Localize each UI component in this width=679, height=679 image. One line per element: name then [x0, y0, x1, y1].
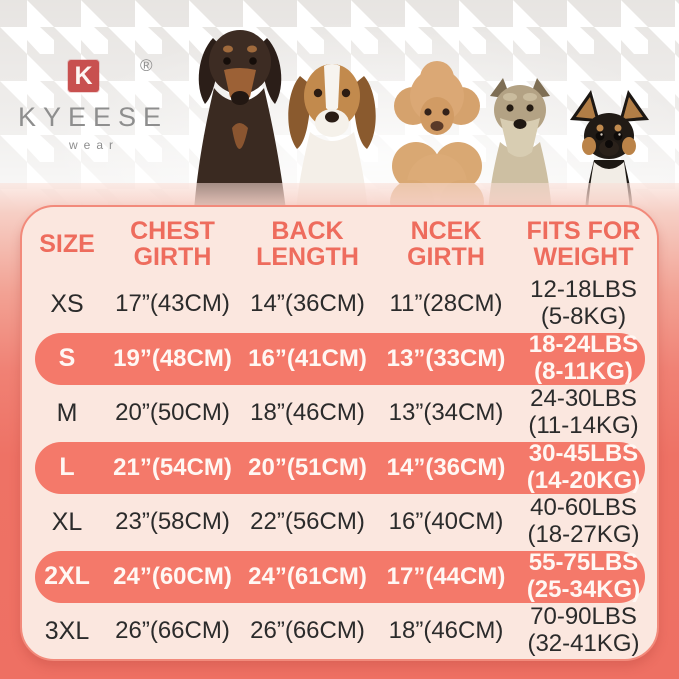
size-value: XL — [51, 507, 83, 536]
chest-girth-value: 20”(50CM) — [115, 399, 230, 427]
table-header-row: SIZE CHEST GIRTH BACK LENGTH NCEK GIRTH … — [22, 211, 657, 277]
weight-value: 30-45LBS (14-20KG) — [510, 439, 657, 495]
weight-value: 40-60LBS (18-27KG) — [510, 494, 657, 549]
doberman-dog-illustration — [194, 30, 286, 210]
table-row-3xl: 3XL 26”(66CM) 26”(66CM) 18”(46CM) 70-90L… — [22, 603, 657, 659]
chest-girth-value: 26”(66CM) — [115, 617, 230, 645]
registered-trademark-icon: ® — [140, 56, 153, 75]
table-row-xs: XS 17”(43CM) 14”(36CM) 11”(28CM) 12-18LB… — [22, 276, 657, 332]
size-chart-card: SIZE CHEST GIRTH BACK LENGTH NCEK GIRTH … — [20, 205, 659, 661]
weight-value: 70-90LBS (32-41KG) — [510, 603, 657, 658]
weight-lbs: 40-60LBS — [530, 494, 637, 522]
size-value: 3XL — [44, 616, 90, 645]
chest-girth-value: 21”(54CM) — [113, 453, 232, 481]
weight-kg: (25-34KG) — [526, 575, 641, 603]
weight-value: 24-30LBS (11-14KG) — [510, 385, 657, 440]
table-row-l: L 21”(54CM) 20”(51CM) 14”(36CM) 30-45LBS… — [22, 439, 657, 496]
table-row-s: S 19”(48CM) 16”(41CM) 13”(33CM) 18-24LBS… — [22, 330, 657, 387]
weight-value: 12-18LBS (5-8KG) — [510, 276, 657, 331]
chest-girth-value: 17”(43CM) — [115, 290, 230, 318]
weight-kg: (8-11KG) — [534, 357, 633, 385]
header-banner: K ® KYEESE wear — [0, 0, 679, 212]
back-length-value: 18”(46CM) — [250, 399, 365, 427]
weight-kg: (11-14KG) — [528, 412, 639, 440]
table-row-m: M 20”(50CM) 18”(46CM) 13”(34CM) 24-30LBS… — [22, 385, 657, 441]
neck-girth-value: 11”(28CM) — [389, 290, 503, 318]
table-row-xl: XL 23”(58CM) 22”(56CM) 16”(40CM) 40-60LB… — [22, 494, 657, 550]
chest-girth-value: 24”(60CM) — [113, 562, 232, 590]
header-neck-girth: NCEK GIRTH — [407, 217, 485, 271]
size-value: 2XL — [44, 562, 90, 591]
neck-girth-value: 14”(36CM) — [386, 453, 506, 481]
back-length-value: 26”(66CM) — [250, 617, 365, 645]
weight-lbs: 12-18LBS — [530, 276, 637, 304]
chest-girth-value: 19”(48CM) — [113, 344, 232, 372]
header-fits-for-weight: FITS FOR WEIGHT — [526, 217, 641, 271]
chest-girth-value: 23”(58CM) — [115, 508, 230, 536]
header-size: SIZE — [39, 230, 95, 258]
table-row-2xl: 2XL 24”(60CM) 24”(61CM) 17”(44CM) 55-75L… — [22, 548, 657, 605]
neck-girth-value: 16”(40CM) — [388, 508, 504, 536]
neck-girth-value: 13”(33CM) — [386, 344, 506, 372]
neck-girth-value: 18”(46CM) — [388, 617, 504, 645]
back-length-value: 20”(51CM) — [248, 453, 367, 481]
weight-kg: (14-20KG) — [526, 466, 641, 494]
weight-lbs: 18-24LBS — [528, 330, 639, 358]
size-value: S — [58, 344, 76, 373]
weight-kg: (18-27KG) — [527, 521, 640, 549]
brand-name: KYEESE — [18, 102, 169, 132]
header-back-length: BACK LENGTH — [256, 217, 359, 271]
weight-lbs: 55-75LBS — [528, 548, 639, 576]
back-length-value: 24”(61CM) — [248, 562, 367, 590]
back-length-value: 14”(36CM) — [250, 290, 365, 318]
size-value: XS — [50, 289, 84, 318]
weight-kg: (5-8KG) — [540, 303, 627, 331]
weight-lbs: 24-30LBS — [530, 385, 637, 413]
weight-value: 55-75LBS (25-34KG) — [510, 548, 657, 604]
header-chest-girth: CHEST GIRTH — [130, 217, 215, 271]
back-length-value: 16”(41CM) — [248, 344, 367, 372]
weight-kg: (32-41KG) — [527, 630, 640, 658]
brand-subtitle: wear — [69, 138, 120, 152]
neck-girth-value: 17”(44CM) — [386, 562, 506, 590]
beagle-dog-illustration — [288, 64, 376, 212]
logo-k-icon: K — [68, 60, 99, 92]
neck-girth-value: 13”(34CM) — [388, 399, 504, 427]
weight-value: 18-24LBS (8-11KG) — [510, 330, 657, 386]
weight-lbs: 30-45LBS — [528, 439, 639, 467]
back-length-value: 22”(56CM) — [250, 508, 365, 536]
size-value: L — [59, 453, 75, 482]
weight-lbs: 70-90LBS — [530, 603, 637, 631]
size-value: M — [56, 398, 78, 427]
